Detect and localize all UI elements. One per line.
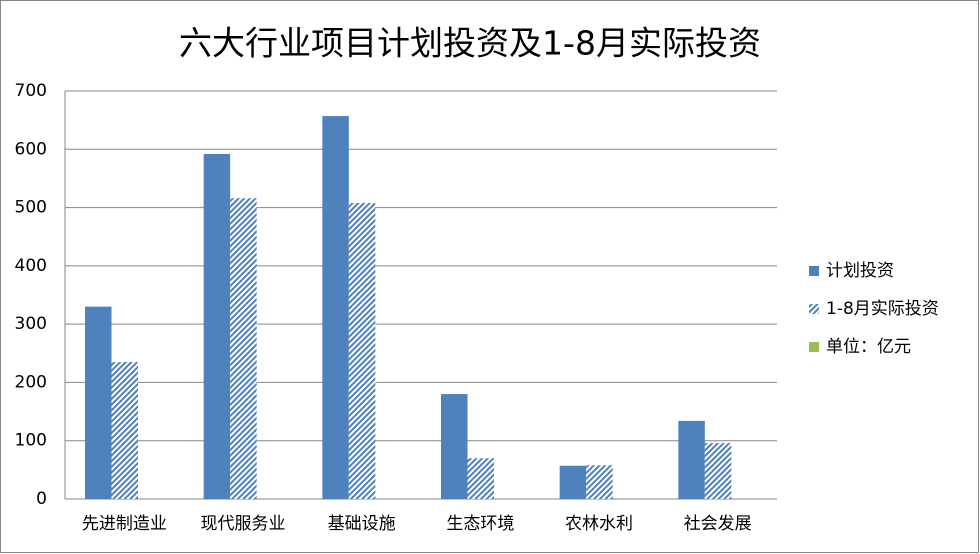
x-tick-label: 现代服务业: [201, 514, 286, 534]
legend-label: 1-8月实际投资: [826, 299, 939, 319]
bar: [230, 198, 257, 499]
y-tick-label: 300: [15, 314, 47, 334]
y-tick-label: 200: [15, 372, 47, 392]
y-tick-label: 600: [15, 139, 47, 159]
bar: [559, 465, 587, 499]
bar: [441, 394, 468, 499]
bar: [85, 306, 112, 499]
bar: [322, 116, 349, 499]
legend-label: 单位：亿元: [826, 337, 911, 357]
legend-swatch: [809, 342, 819, 352]
legend-label: 计划投资: [826, 261, 894, 281]
y-tick-label: 0: [36, 489, 47, 509]
chart-title: 六大行业项目计划投资及1-8月实际投资: [179, 24, 761, 63]
legend-swatch: [809, 266, 819, 276]
bar: [467, 458, 494, 499]
y-tick-label: 100: [15, 431, 47, 451]
bar: [111, 362, 138, 499]
x-tick-label: 生态环境: [446, 514, 514, 534]
bar: [586, 465, 613, 499]
y-tick-label: 500: [15, 198, 47, 218]
legend-swatch: [809, 304, 819, 314]
x-tick-label: 基础设施: [328, 514, 396, 534]
bar: [678, 420, 705, 499]
x-tick-label: 农林水利: [565, 514, 633, 534]
x-tick-label: 社会发展: [684, 514, 752, 534]
x-tick-label: 先进制造业: [82, 514, 167, 534]
y-tick-label: 400: [15, 256, 47, 276]
y-tick-label: 700: [15, 81, 47, 101]
bar: [704, 443, 732, 499]
bar: [348, 202, 376, 499]
bar: [203, 153, 231, 499]
